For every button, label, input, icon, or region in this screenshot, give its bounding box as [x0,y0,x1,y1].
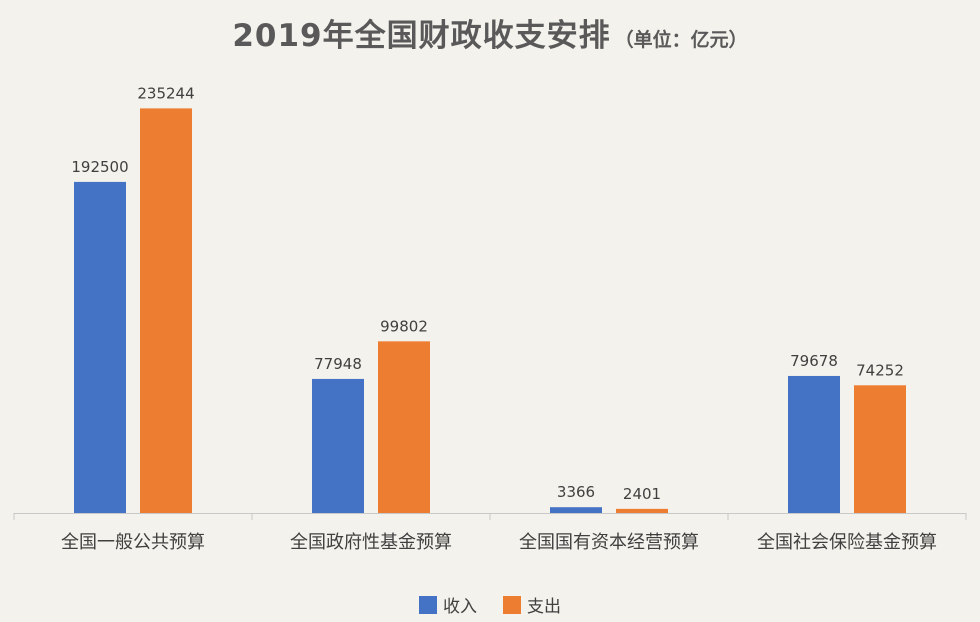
data-label: 77948 [314,355,362,373]
chart-title: 2019年全国财政收支安排 [232,18,611,54]
x-tick-label: 全国一般公共预算 [61,532,205,553]
x-tick-label: 全国国有资本经营预算 [519,532,699,553]
legend-swatch-expenditure [503,595,521,614]
x-tick-label: 全国社会保险基金预算 [757,532,937,553]
chart-title-block: 2019年全国财政收支安排 （单位：亿元） [0,10,980,55]
bar-expenditure [854,385,906,513]
legend: 收入 支出 [0,592,980,617]
data-label: 3366 [557,483,595,501]
legend-label-income: 收入 [443,597,477,617]
data-label: 2401 [623,485,661,503]
data-label: 192500 [71,158,128,176]
legend-item-expenditure[interactable]: 支出 [503,592,561,617]
data-label: 99802 [380,317,428,335]
bar-expenditure [140,108,192,514]
legend-swatch-income [419,595,437,614]
bar-expenditure [616,508,668,513]
legend-item-income[interactable]: 收入 [419,592,477,617]
bar-expenditure [378,341,430,513]
data-label: 74252 [856,361,904,379]
data-label: 235244 [137,84,194,102]
bar-income [312,378,364,513]
data-label: 79678 [790,352,838,370]
bar-income [74,181,126,513]
bar-income [788,375,840,513]
legend-label-expenditure: 支出 [527,597,561,617]
chart-subtitle: （单位：亿元） [614,29,748,51]
bar-income [550,507,602,513]
x-tick-label: 全国政府性基金预算 [290,532,452,553]
